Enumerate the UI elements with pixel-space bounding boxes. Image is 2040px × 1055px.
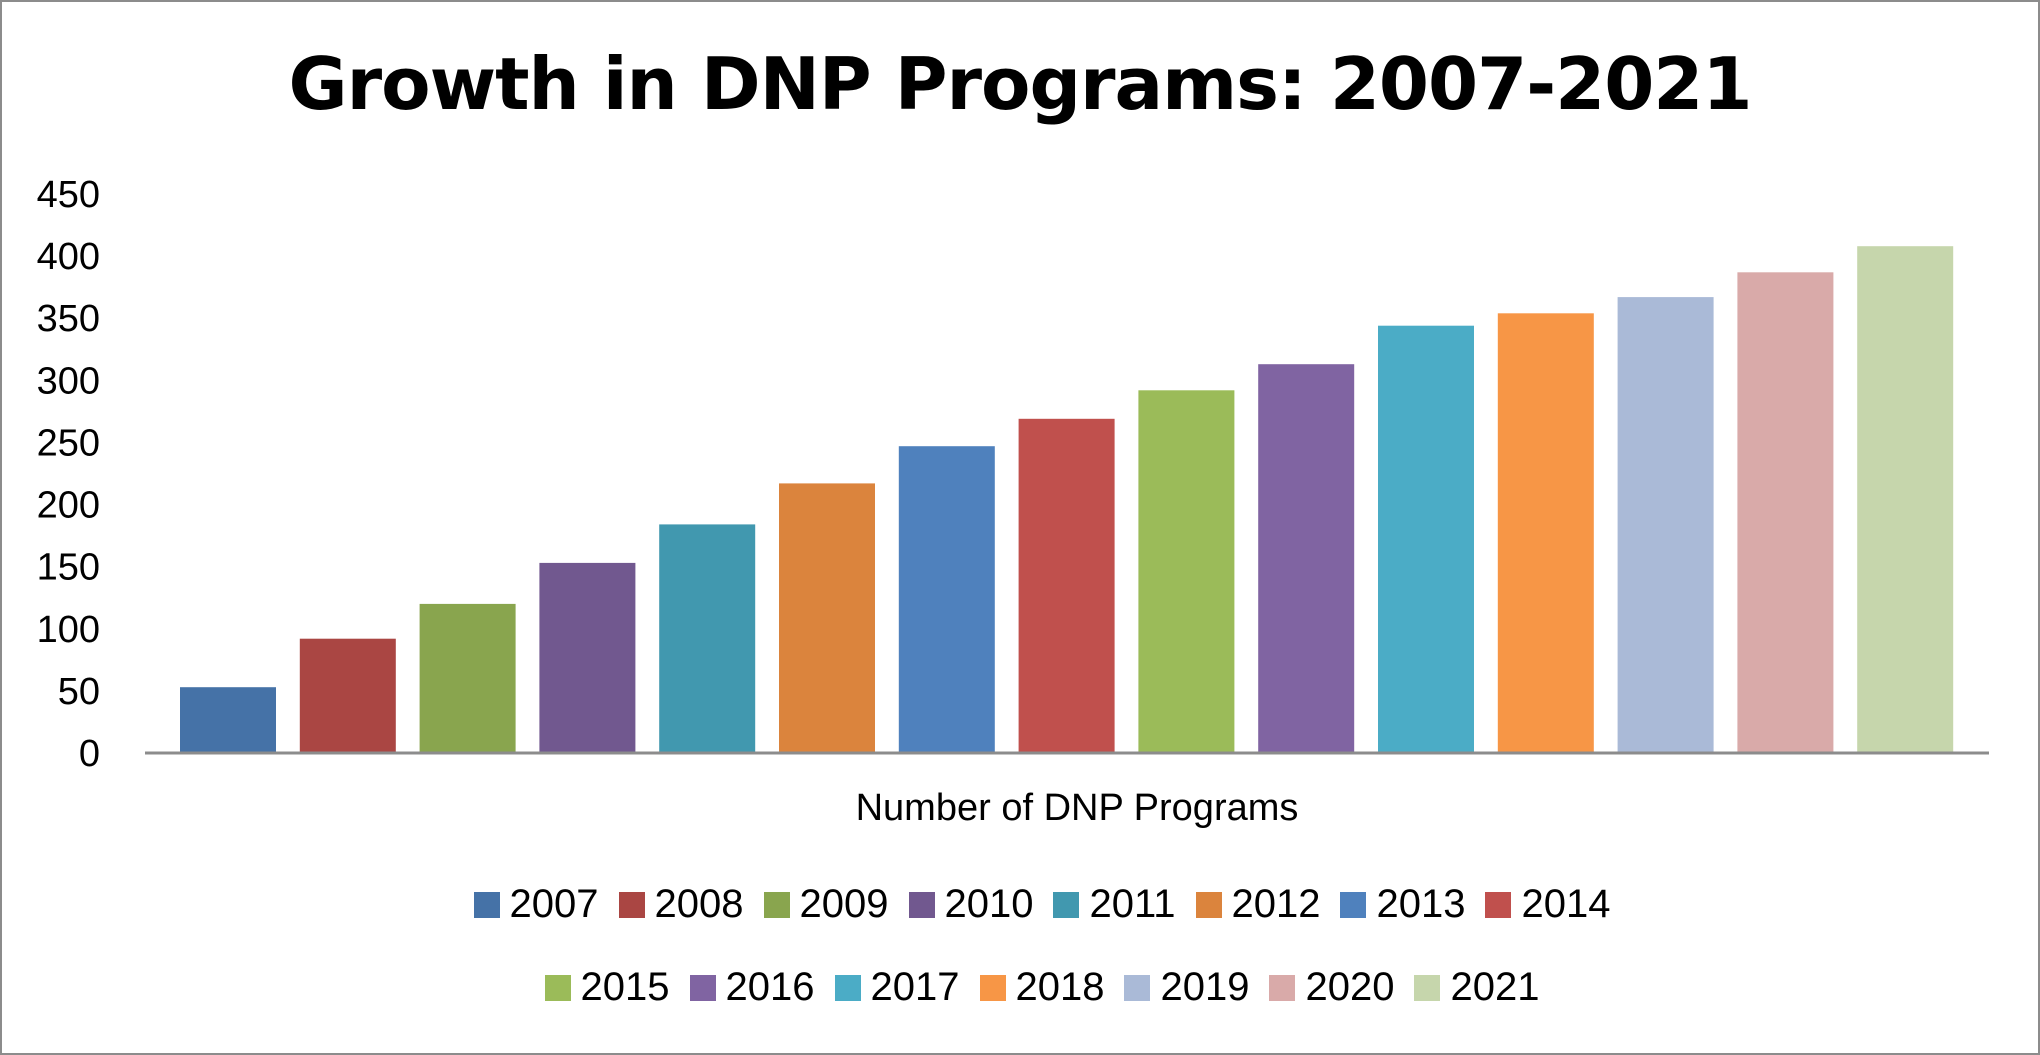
- y-tick-label: 450: [37, 174, 100, 216]
- legend-swatch: [1414, 974, 1441, 1001]
- legend-label: 2016: [725, 965, 815, 1009]
- legend-item-2017: 2017: [834, 965, 960, 1010]
- y-tick-label: 150: [37, 547, 100, 589]
- bar-2014: [1018, 418, 1115, 753]
- bar-2013: [898, 446, 995, 753]
- bar-2010: [539, 562, 636, 753]
- legend-item-2013: 2013: [1340, 882, 1465, 927]
- y-tick-label: 100: [37, 609, 100, 651]
- legend-label: 2013: [1376, 882, 1466, 926]
- bar-2009: [419, 603, 516, 753]
- legend-swatch: [689, 974, 716, 1001]
- legend-label: 2007: [509, 882, 599, 926]
- legend-item-2015: 2015: [544, 965, 670, 1010]
- bar-2012: [779, 483, 875, 753]
- bar-2015: [1138, 390, 1235, 753]
- legend-label: 2019: [1160, 965, 1250, 1009]
- legend-swatch: [1340, 891, 1367, 918]
- legend-swatch: [1195, 891, 1222, 918]
- legend-item-2020: 2020: [1269, 965, 1394, 1010]
- legend-label: 2012: [1231, 882, 1321, 926]
- legend-swatch: [618, 891, 645, 918]
- legend-label: 2021: [1450, 965, 1540, 1009]
- legend-label: 2020: [1305, 965, 1395, 1009]
- legend-label: 2009: [799, 882, 889, 926]
- legend-swatch: [1053, 891, 1080, 918]
- y-tick-label: 400: [37, 236, 100, 278]
- bar-2017: [1378, 325, 1474, 753]
- legend-label: 2011: [1089, 882, 1176, 926]
- legend-swatch: [908, 891, 935, 918]
- x-axis-label: Number of DNP Programs: [855, 787, 1299, 829]
- legend-swatch: [1485, 891, 1512, 918]
- legend-item-2014: 2014: [1485, 882, 1610, 927]
- chart-title: Growth in DNP Programs: 2007-2021: [288, 42, 1753, 126]
- legend-item-2007: 2007: [473, 882, 599, 927]
- legend-label: 2018: [1015, 965, 1105, 1009]
- legend-label: 2017: [870, 965, 960, 1009]
- legend-swatch: [979, 974, 1006, 1001]
- legend-item-2009: 2009: [763, 882, 889, 927]
- legend-item-2018: 2018: [979, 965, 1105, 1010]
- bar-2020: [1737, 272, 1834, 753]
- legend-item-2019: 2019: [1124, 965, 1249, 1010]
- legend-label: 2008: [654, 882, 744, 926]
- bar-2019: [1617, 297, 1714, 753]
- legend-row: 2007 2008 2009 2010 2011 2012 2013 2014: [2, 882, 2040, 927]
- bar-2007: [180, 687, 276, 753]
- y-tick-label: 300: [37, 360, 100, 402]
- legend-item-2010: 2010: [908, 882, 1034, 927]
- bar-2016: [1258, 364, 1355, 753]
- legend-swatch: [763, 891, 790, 918]
- bar-2011: [659, 524, 756, 753]
- legend-swatch: [1124, 974, 1151, 1001]
- y-tick-label: 50: [58, 671, 100, 713]
- legend-item-2016: 2016: [689, 965, 815, 1010]
- bar-2008: [299, 638, 396, 753]
- legend-item-2011: 2011: [1053, 882, 1176, 927]
- bar-2018: [1497, 313, 1594, 753]
- legend-label: 2010: [944, 882, 1034, 926]
- legend-item-2008: 2008: [618, 882, 744, 927]
- legend-label: 2014: [1521, 882, 1611, 926]
- legend-item-2012: 2012: [1195, 882, 1321, 927]
- legend-swatch: [544, 974, 571, 1001]
- y-axis-ticks: 0 50 100 150 200 250 300 350 400 450: [37, 174, 100, 775]
- legend-item-2021: 2021: [1414, 965, 1539, 1010]
- bars: [180, 246, 1954, 753]
- bar-2021: [1857, 246, 1954, 753]
- legend-row: 2015 2016 2017 2018 2019 2020 2021: [2, 965, 2040, 1010]
- legend-swatch: [473, 891, 500, 918]
- legend-swatch: [834, 974, 861, 1001]
- legend-swatch: [1269, 974, 1296, 1001]
- y-tick-label: 0: [79, 733, 100, 775]
- y-tick-label: 350: [37, 298, 100, 340]
- y-tick-label: 200: [37, 485, 100, 527]
- y-tick-label: 250: [37, 422, 100, 464]
- legend-label: 2015: [580, 965, 670, 1009]
